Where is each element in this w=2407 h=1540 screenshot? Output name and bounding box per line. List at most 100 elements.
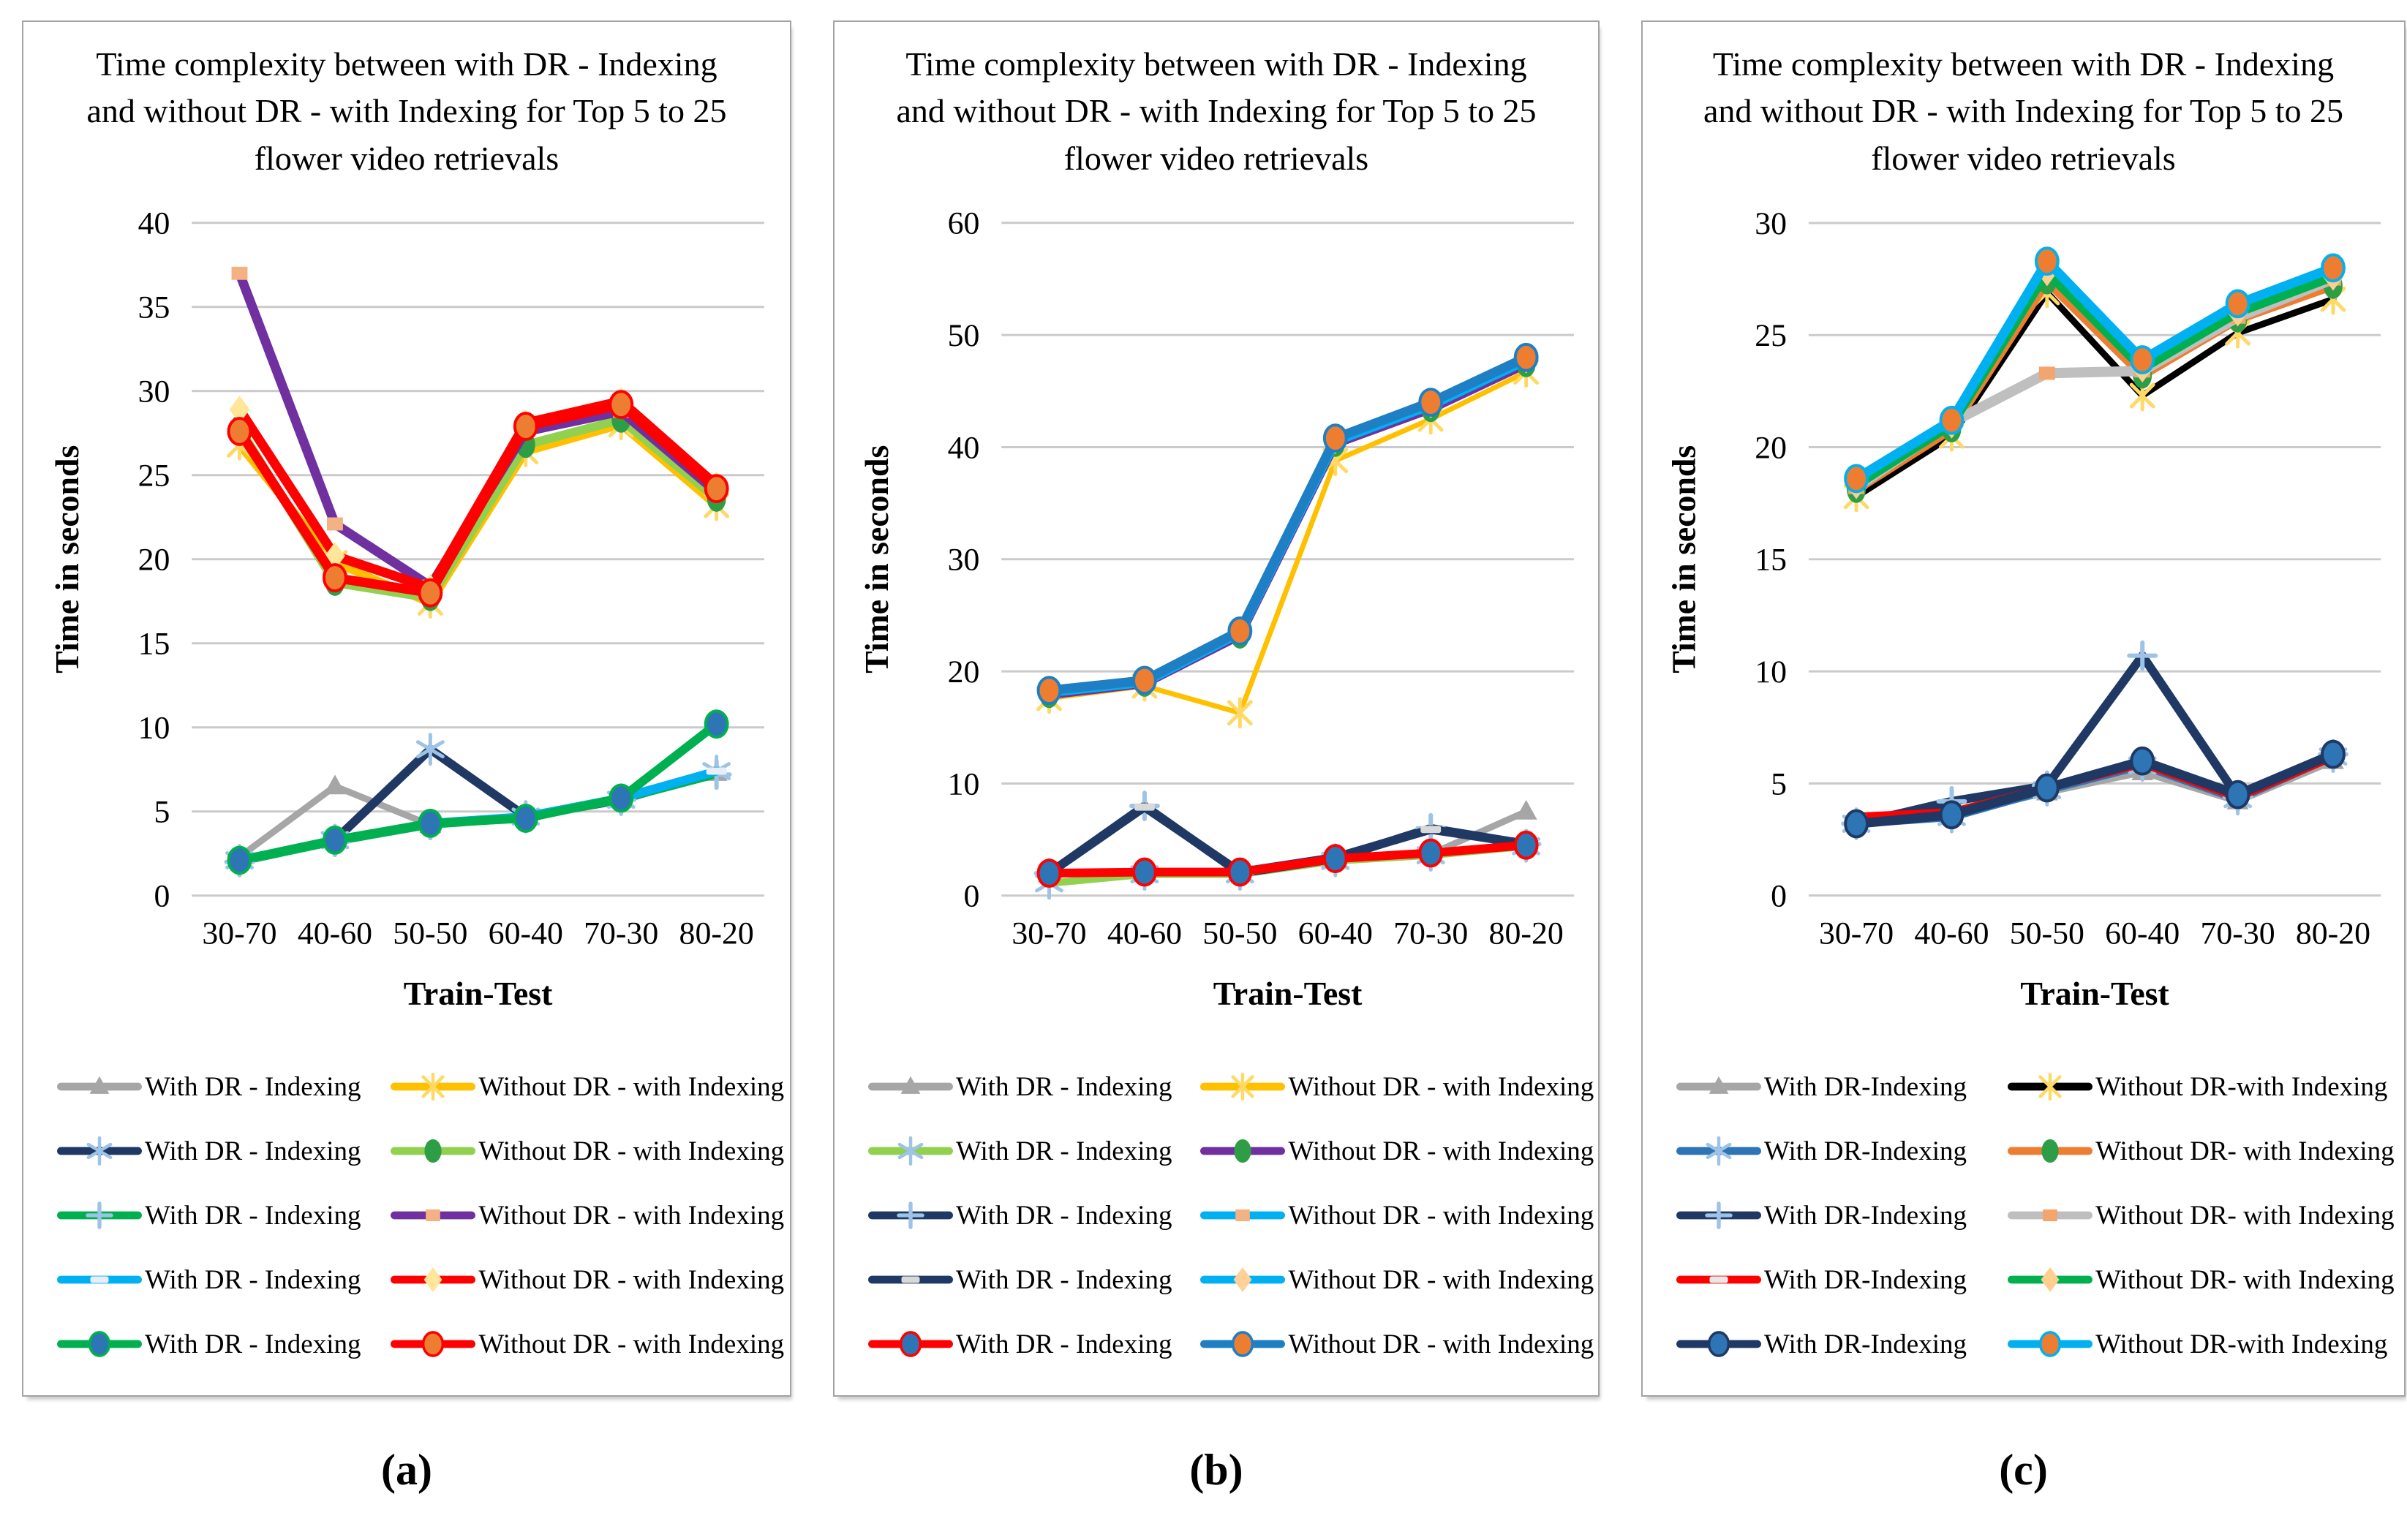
legend-asterisk-marker-icon: [868, 1136, 953, 1166]
legend-item: With DR - Indexing: [57, 1198, 391, 1233]
svg-text:70-30: 70-30: [2201, 916, 2275, 951]
legend-item: With DR-Indexing: [1676, 1326, 2008, 1362]
legend-label: With DR - Indexing: [145, 1200, 361, 1231]
subfigure-caption-a: (a): [381, 1446, 432, 1494]
legend-label: Without DR-with Indexing: [2095, 1071, 2388, 1102]
legend-label: Without DR - with Indexing: [478, 1329, 785, 1359]
legend-item: Without DR - with Indexing: [1200, 1069, 1594, 1104]
legend-item: Without DR- with Indexing: [2008, 1198, 2397, 1233]
legend-label: Without DR - with Indexing: [478, 1264, 785, 1295]
svg-text:70-30: 70-30: [1393, 916, 1468, 951]
svg-text:10: 10: [948, 767, 980, 802]
legend-plus-marker-icon: [1676, 1201, 1761, 1229]
svg-text:50-50: 50-50: [2010, 916, 2084, 951]
svg-text:40: 40: [948, 431, 980, 466]
legend-x-marker-icon: [2008, 1072, 2093, 1101]
legend-label: Without DR - with Indexing: [1288, 1329, 1594, 1359]
svg-text:0: 0: [964, 879, 980, 914]
legend-item: Without DR - with Indexing: [391, 1262, 785, 1297]
legend-item: With DR - Indexing: [57, 1326, 391, 1362]
legend-circle-marker-icon: [1200, 1331, 1286, 1357]
legend-label: Without DR - with Indexing: [1288, 1264, 1594, 1295]
legend-plus-marker-icon: [57, 1201, 142, 1229]
legend-label: With DR - Indexing: [956, 1200, 1172, 1231]
legend-circle-marker-icon: [57, 1331, 142, 1357]
legend-circle-marker-icon: [1676, 1331, 1761, 1357]
legend-label: With DR - Indexing: [956, 1329, 1172, 1359]
svg-text:60-40: 60-40: [1298, 916, 1373, 951]
svg-text:70-30: 70-30: [584, 916, 658, 951]
subfigure-caption-c: (c): [1999, 1446, 2048, 1494]
svg-text:30-70: 30-70: [202, 916, 276, 951]
legend-diamond-marker-icon: [2008, 1267, 2093, 1292]
legend-item: With DR - Indexing: [57, 1069, 391, 1104]
svg-text:30: 30: [1755, 206, 1787, 241]
svg-text:80-20: 80-20: [1489, 916, 1564, 951]
legend-item: Without DR - with Indexing: [391, 1326, 785, 1362]
svg-text:15: 15: [1755, 543, 1787, 578]
legend-label: With DR-Indexing: [1764, 1136, 1967, 1166]
legend-label: Without DR - with Indexing: [478, 1136, 785, 1166]
chart-title: Time complexity between with DR - Indexi…: [896, 45, 1537, 177]
svg-text:20: 20: [1755, 431, 1787, 466]
svg-text:5: 5: [1771, 766, 1787, 801]
svg-text:60: 60: [948, 206, 980, 241]
svg-text:10: 10: [138, 711, 170, 746]
chart-panel-a: Time complexity between with DR - Indexi…: [22, 20, 791, 1397]
svg-text:80-20: 80-20: [2296, 916, 2370, 951]
svg-text:50-50: 50-50: [393, 916, 467, 951]
legend-item: With DR-Indexing: [1676, 1069, 2008, 1104]
legend-circle-marker-icon: [2008, 1331, 2093, 1357]
svg-text:60-40: 60-40: [2105, 916, 2180, 951]
legend-dash-marker-icon: [1676, 1275, 1761, 1284]
legend-oval-marker-icon: [1200, 1139, 1286, 1163]
svg-text:60-40: 60-40: [489, 916, 563, 951]
chart-title: Time complexity between with DR - Indexi…: [86, 45, 727, 177]
svg-text:25: 25: [1755, 318, 1787, 353]
legend-item: With DR - Indexing: [57, 1133, 391, 1169]
legend-label: Without DR- with Indexing: [2095, 1200, 2395, 1231]
svg-text:Train-Test: Train-Test: [2020, 975, 2169, 1012]
legend-item: Without DR - with Indexing: [391, 1198, 784, 1233]
svg-text:10: 10: [1755, 654, 1787, 690]
svg-text:30-70: 30-70: [1819, 916, 1894, 951]
legend-item: With DR - Indexing: [57, 1262, 391, 1297]
legend-item: Without DR - with Indexing: [1200, 1262, 1594, 1297]
legend-item: Without DR-with Indexing: [2008, 1069, 2397, 1104]
legend-square-marker-icon: [391, 1209, 476, 1222]
chart-legend: With DR-Indexing With DR-Indexing With DR-…: [1676, 1054, 2397, 1376]
legend-circle-marker-icon: [868, 1331, 953, 1357]
legend-label: Without DR-with Indexing: [2095, 1329, 2388, 1359]
legend-item: Without DR- with Indexing: [2008, 1133, 2397, 1169]
svg-text:30: 30: [948, 543, 980, 578]
legend-label: Without DR- with Indexing: [2095, 1264, 2395, 1295]
legend-label: Without DR- with Indexing: [2095, 1136, 2395, 1166]
legend-item: With DR-Indexing: [1676, 1133, 2008, 1169]
svg-text:15: 15: [138, 627, 170, 662]
svg-text:Time in seconds: Time in seconds: [48, 445, 86, 673]
legend-item: With DR - Indexing: [868, 1198, 1200, 1233]
legend-item: Without DR - with Indexing: [1200, 1133, 1594, 1169]
legend-item: With DR - Indexing: [868, 1326, 1200, 1362]
chart-legend: With DR - Indexing With DR - Indexing With…: [868, 1054, 1594, 1376]
line-chart-plot: 0 10 20 30 40 50 60 30-70 40-60 50-50 60-40 70-30 80…: [858, 206, 1574, 1012]
svg-text:30-70: 30-70: [1012, 916, 1086, 951]
svg-text:50-50: 50-50: [1202, 916, 1277, 951]
legend-circle-marker-icon: [391, 1331, 476, 1357]
legend-label: With DR - Indexing: [145, 1329, 361, 1359]
legend-label: Without DR - with Indexing: [1288, 1136, 1594, 1166]
legend-label: With DR - Indexing: [145, 1071, 361, 1102]
legend-label: With DR-Indexing: [1764, 1200, 1967, 1231]
legend-item: Without DR - with Indexing: [1200, 1326, 1594, 1362]
svg-text:Time in seconds: Time in seconds: [1665, 445, 1703, 673]
chart-legend: With DR - Indexing With DR - Indexing With…: [57, 1054, 785, 1376]
legend-item: With DR - Indexing: [868, 1262, 1200, 1297]
svg-text:20: 20: [138, 543, 170, 578]
legend-label: With DR - Indexing: [956, 1136, 1172, 1166]
svg-text:Time in seconds: Time in seconds: [858, 445, 895, 673]
chart-panel-c: Time complexity between with DR - Indexi…: [1641, 20, 2406, 1397]
legend-square-marker-icon: [1200, 1209, 1286, 1222]
svg-text:40: 40: [138, 206, 170, 241]
legend-label: With DR - Indexing: [956, 1264, 1172, 1295]
legend-label: With DR - Indexing: [956, 1071, 1172, 1102]
